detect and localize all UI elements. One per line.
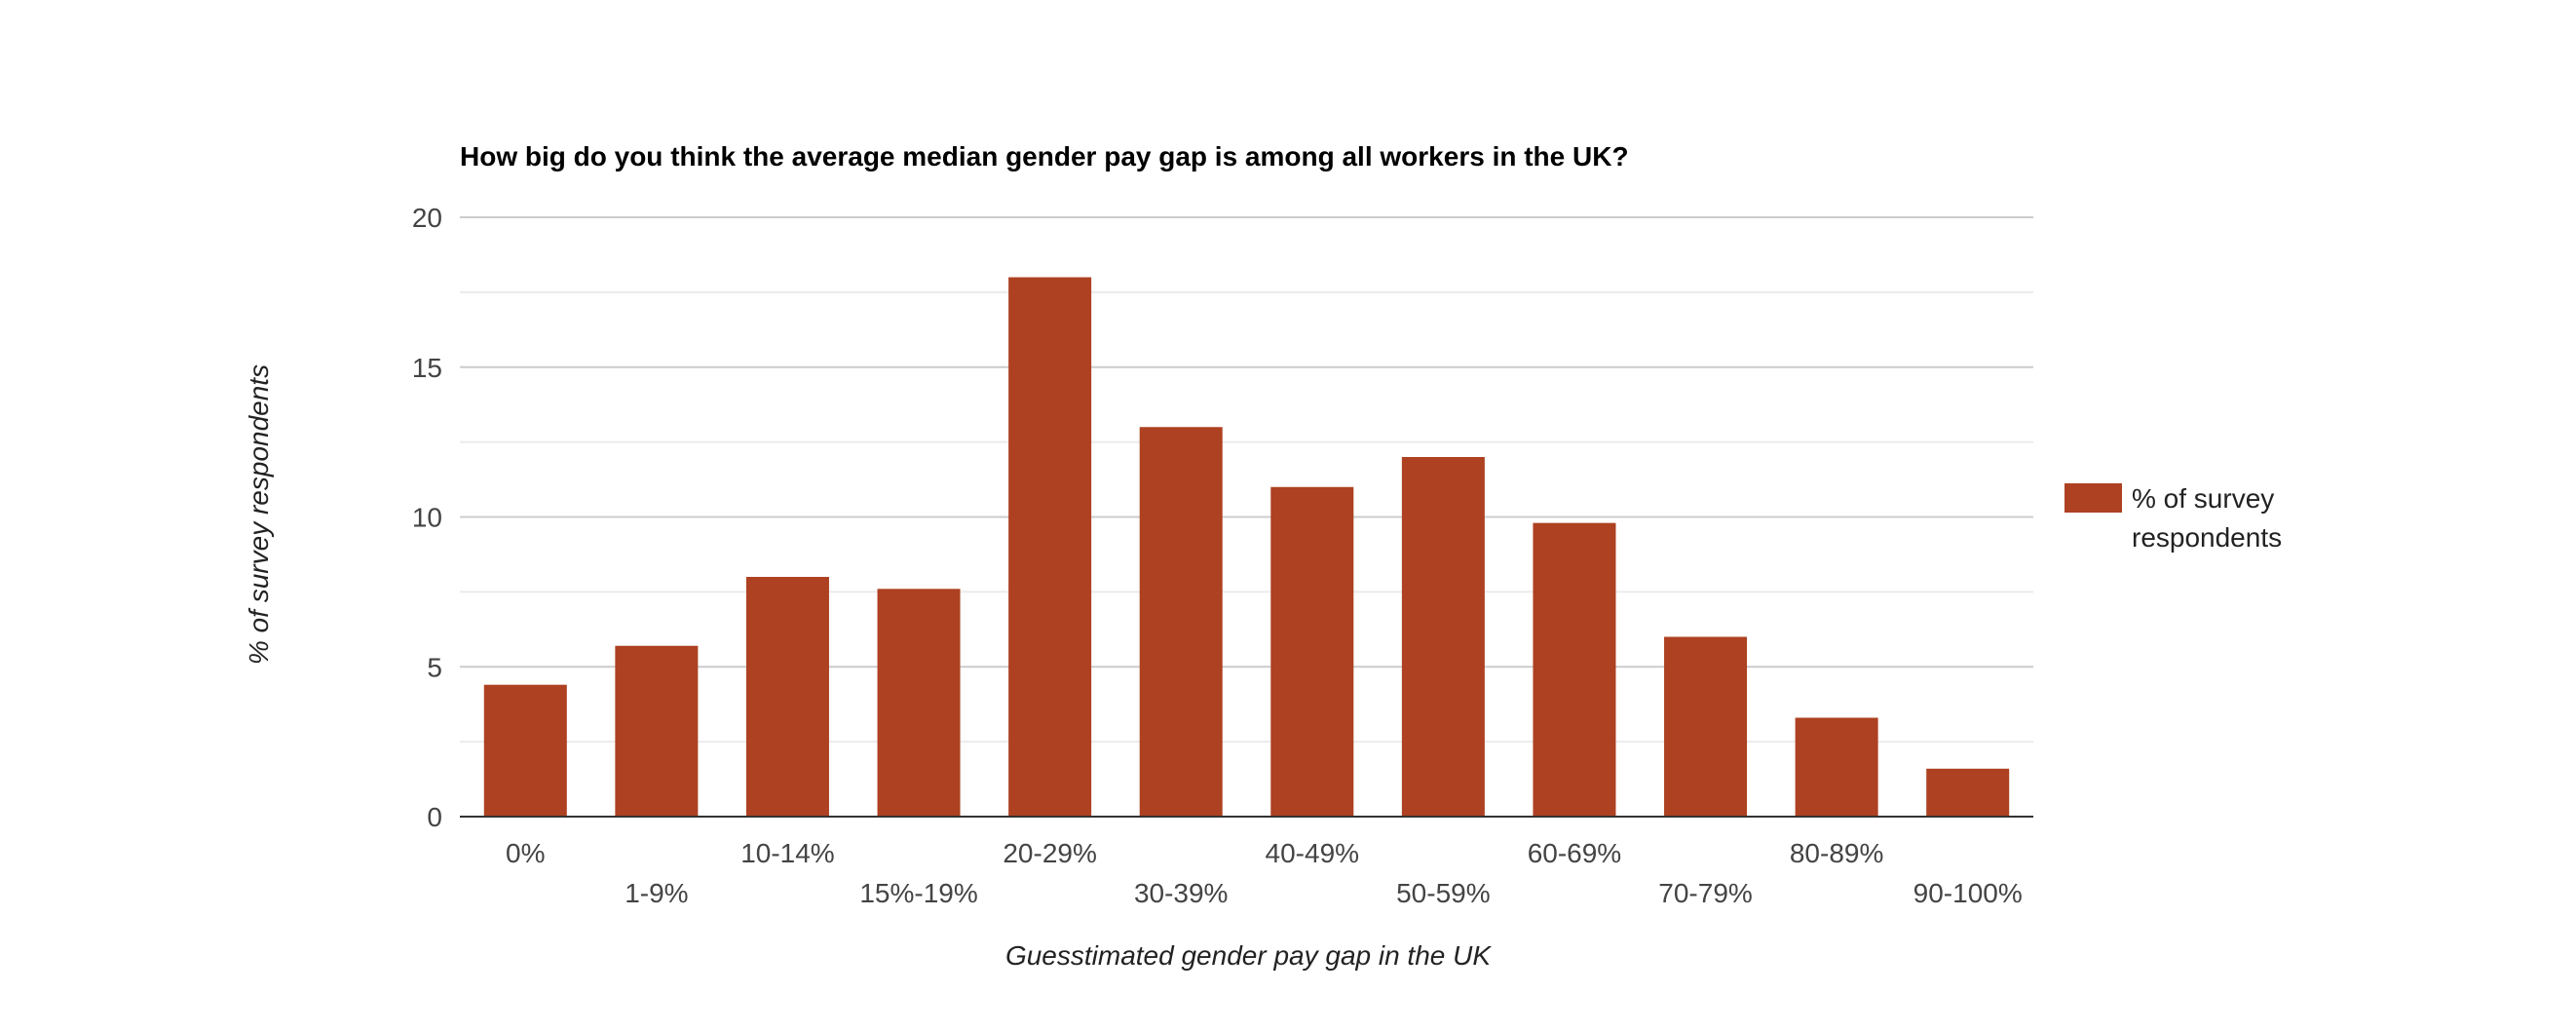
x-tick-label: 30-39%: [1134, 878, 1229, 908]
gridlines: [460, 216, 2033, 744]
legend-swatch: [2065, 483, 2122, 513]
x-tick-label: 50-59%: [1396, 878, 1491, 908]
bar: [745, 577, 829, 817]
x-tick-label: 80-89%: [1790, 838, 1884, 868]
bar: [1139, 427, 1223, 817]
x-tick-label: 60-69%: [1528, 838, 1622, 868]
bar: [483, 684, 567, 817]
x-tick-label: 20-29%: [1003, 838, 1097, 868]
y-axis-ticks: 0 5 10 15 20: [412, 203, 442, 832]
x-tick-label: 1-9%: [625, 878, 688, 908]
bar: [877, 589, 961, 817]
x-axis-title: Guesstimated gender pay gap in the UK: [1005, 940, 1492, 971]
x-tick-label: 10-14%: [740, 838, 835, 868]
x-tick-label: 90-100%: [1913, 878, 2023, 908]
y-tick-label: 15: [412, 353, 442, 383]
bar: [1926, 768, 2010, 817]
y-tick-label: 5: [427, 652, 442, 682]
x-tick-label: 0%: [506, 838, 545, 868]
y-tick-label: 0: [427, 802, 442, 832]
y-tick-label: 10: [412, 503, 442, 533]
y-axis-title: % of survey respondents: [244, 364, 274, 665]
legend-label-line-2: respondents: [2132, 522, 2282, 553]
bar: [1401, 457, 1485, 817]
x-tick-label: 15%-19%: [859, 878, 977, 908]
bar: [1270, 486, 1354, 817]
x-axis-ticks: 0% 1-9% 10-14% 15%-19% 20-29% 30-39% 40-49% 50-…: [506, 838, 2023, 908]
x-tick-label: 40-49%: [1266, 838, 1360, 868]
legend: % of survey respondents: [2065, 483, 2282, 553]
bar: [1008, 277, 1092, 817]
bar: [1664, 636, 1748, 817]
x-tick-label: 70-79%: [1658, 878, 1753, 908]
bars: [483, 277, 2010, 817]
legend-label-line-1: % of survey: [2132, 483, 2274, 514]
y-tick-label: 20: [412, 203, 442, 233]
bar: [1795, 717, 1878, 817]
chart-title: How big do you think the average median …: [460, 141, 1629, 172]
bar: [615, 645, 699, 817]
bar: [1533, 522, 1616, 817]
